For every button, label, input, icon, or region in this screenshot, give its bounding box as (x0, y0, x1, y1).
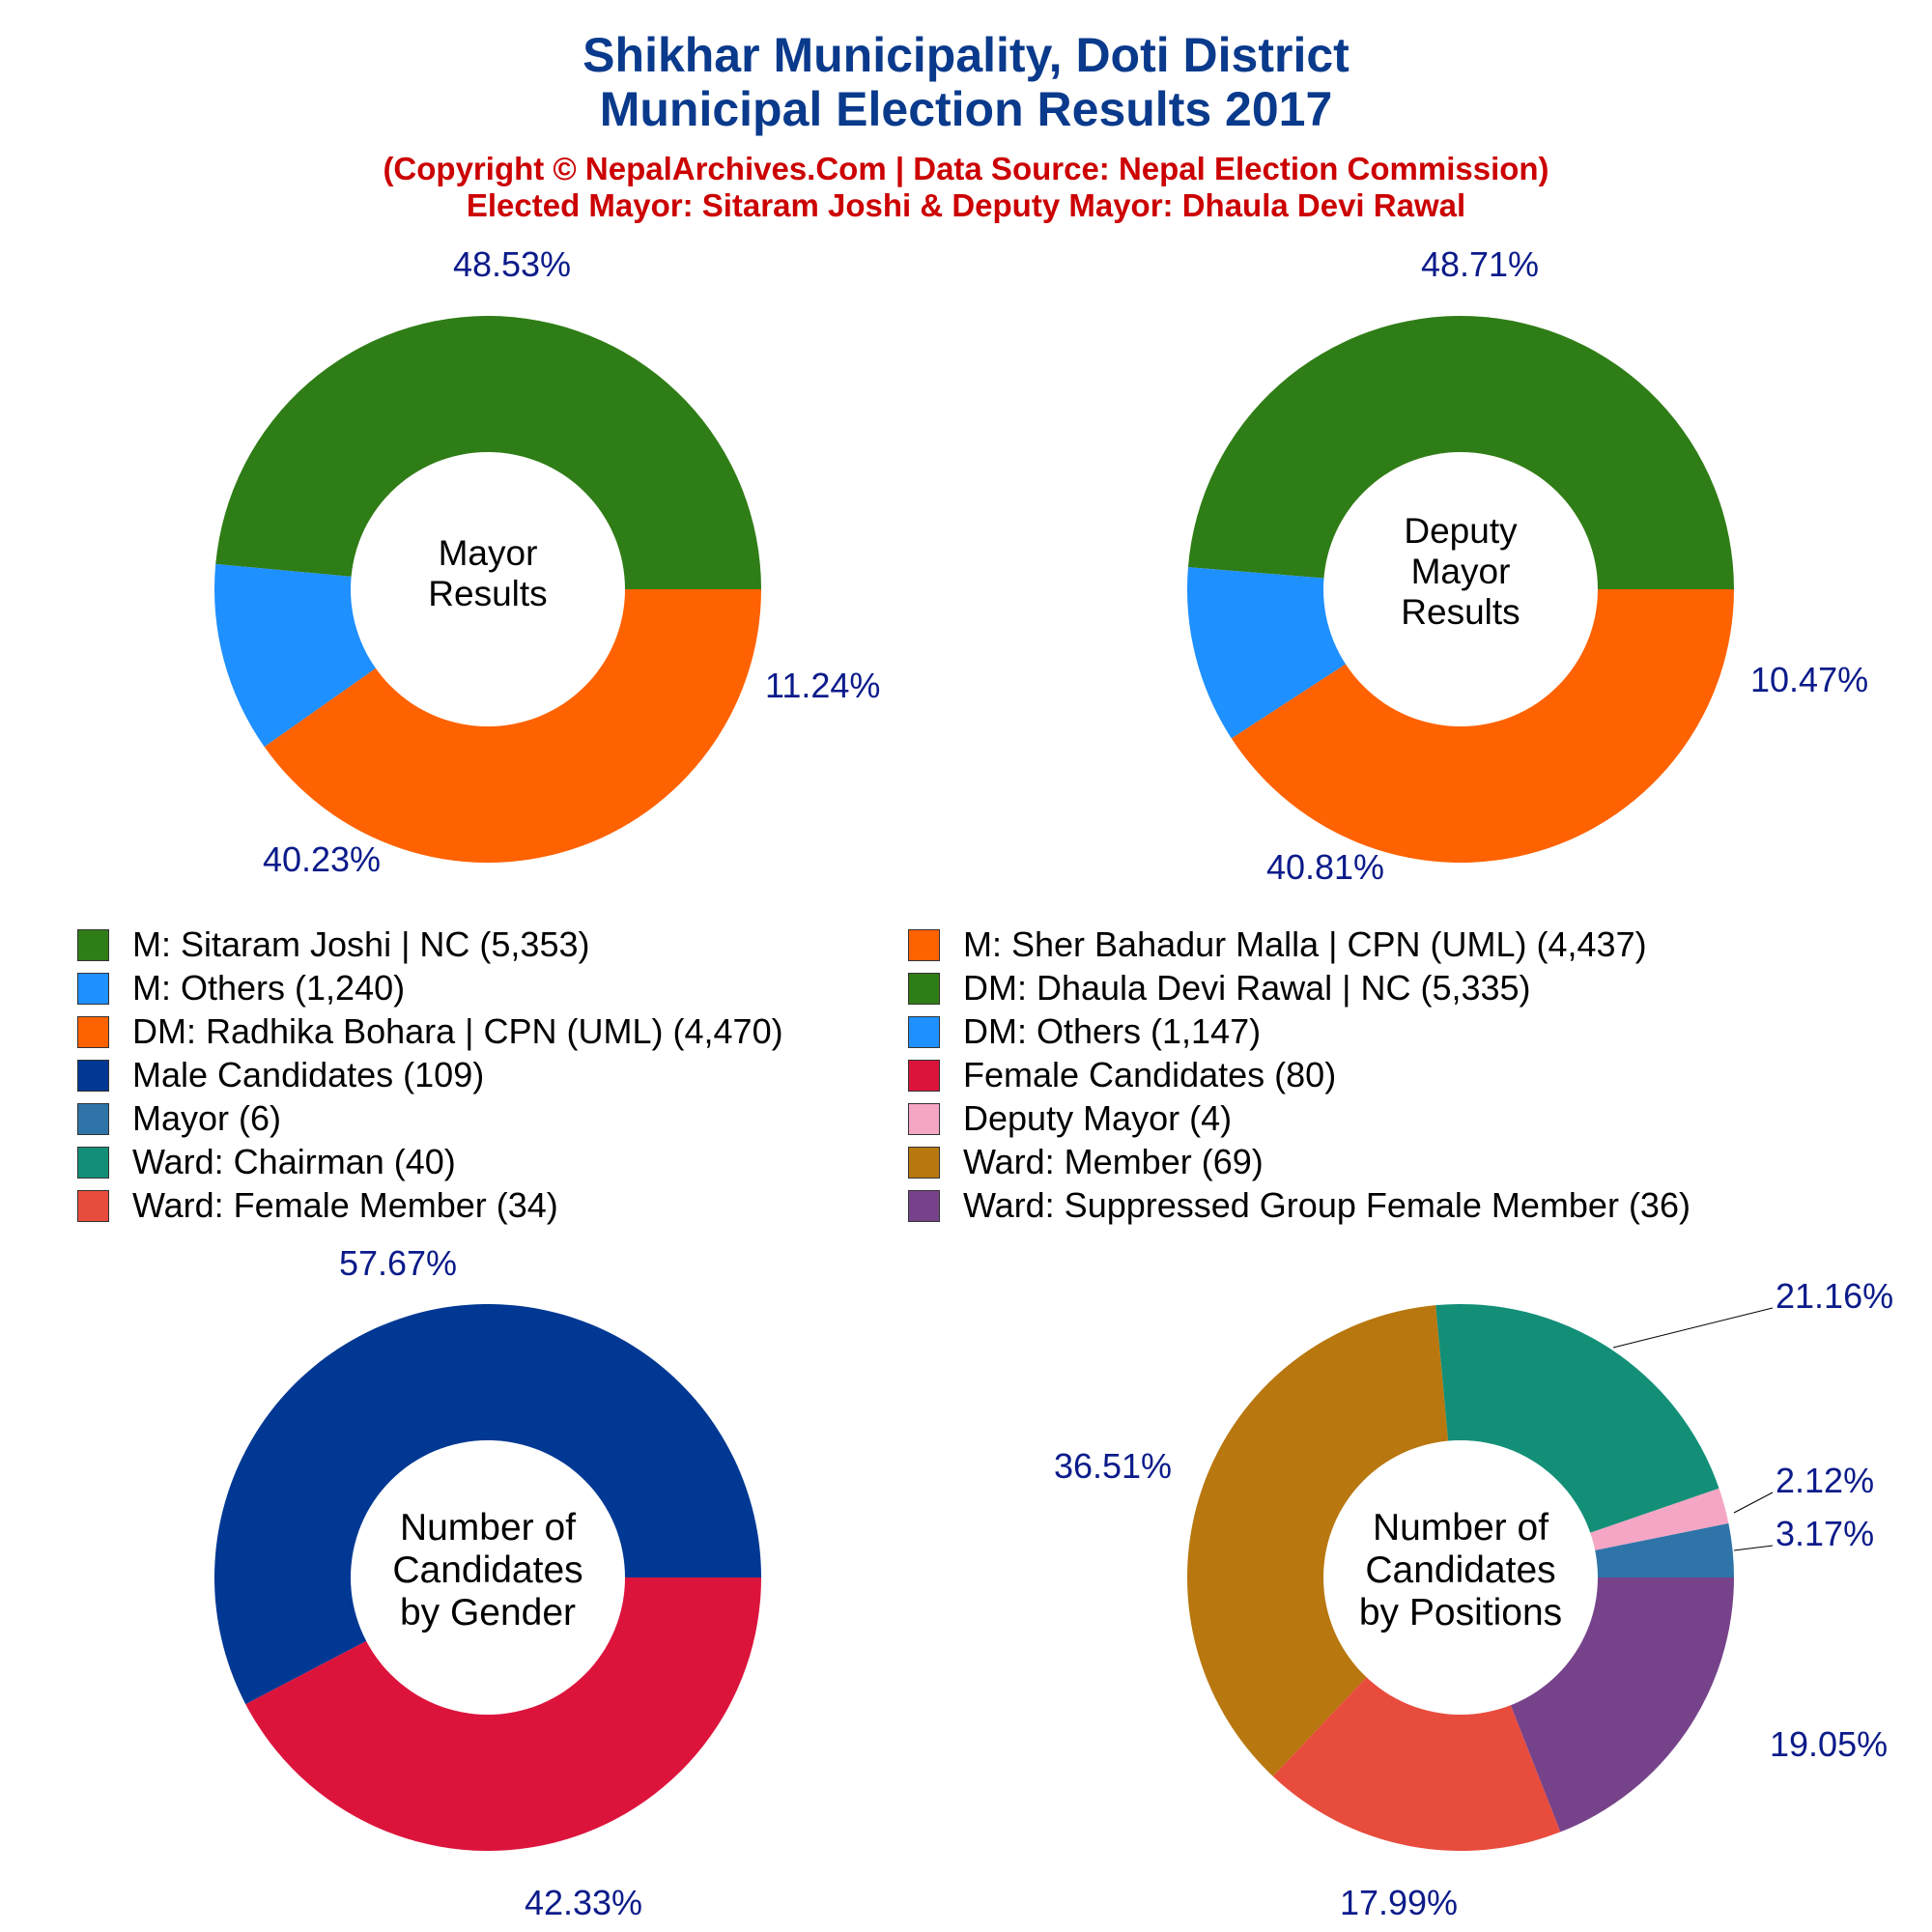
pie-slice (264, 589, 761, 863)
percent-label: 36.51% (1054, 1446, 1172, 1486)
leader-line (1733, 1492, 1774, 1514)
percent-label: 17.99% (1340, 1883, 1458, 1922)
percent-label: 42.33% (525, 1883, 642, 1922)
elected-subtitle: Elected Mayor: Sitaram Joshi & Deputy Ma… (466, 187, 1466, 223)
center-label: Results (1401, 592, 1520, 632)
percent-label: 11.24% (765, 666, 880, 705)
donut-hole (351, 452, 625, 726)
percent-label: 48.71% (1421, 244, 1539, 284)
percent-label: 21.16% (1776, 1276, 1893, 1316)
center-label: Mayor (439, 533, 538, 573)
center-label: Deputy (1404, 511, 1518, 551)
percent-label: 40.81% (1266, 847, 1384, 887)
leader-line (1612, 1307, 1774, 1349)
center-label: Number of (1373, 1507, 1548, 1548)
chart-title-line-2: Municipal Election Results 2017 (599, 82, 1333, 136)
center-label: Number of (400, 1507, 576, 1548)
center-label: Mayor (1411, 552, 1511, 591)
chart-title-line-1: Shikhar Municipality, Doti District (582, 28, 1350, 82)
donut-hole (1323, 1440, 1598, 1715)
percent-label: 40.23% (263, 839, 381, 879)
center-label: by Positions (1359, 1592, 1562, 1634)
pie-slice (1272, 1577, 1561, 1851)
percent-label: 10.47% (1750, 660, 1868, 699)
percent-label: 19.05% (1770, 1724, 1888, 1764)
pie-slice (1187, 1305, 1461, 1776)
copyright-subtitle: (Copyright © NepalArchives.Com | Data So… (383, 151, 1549, 186)
percent-label: 3.17% (1776, 1514, 1874, 1553)
percent-label: 57.67% (339, 1243, 457, 1283)
center-label: Candidates (1365, 1549, 1555, 1591)
center-label: by Gender (400, 1592, 576, 1634)
leader-line (1733, 1545, 1774, 1551)
percent-label: 48.53% (453, 244, 571, 284)
percent-label: 2.12% (1776, 1461, 1874, 1500)
center-label: Results (428, 574, 547, 613)
donut-hole (1323, 452, 1598, 726)
center-label: Candidates (392, 1549, 582, 1591)
donut-hole (351, 1440, 625, 1715)
